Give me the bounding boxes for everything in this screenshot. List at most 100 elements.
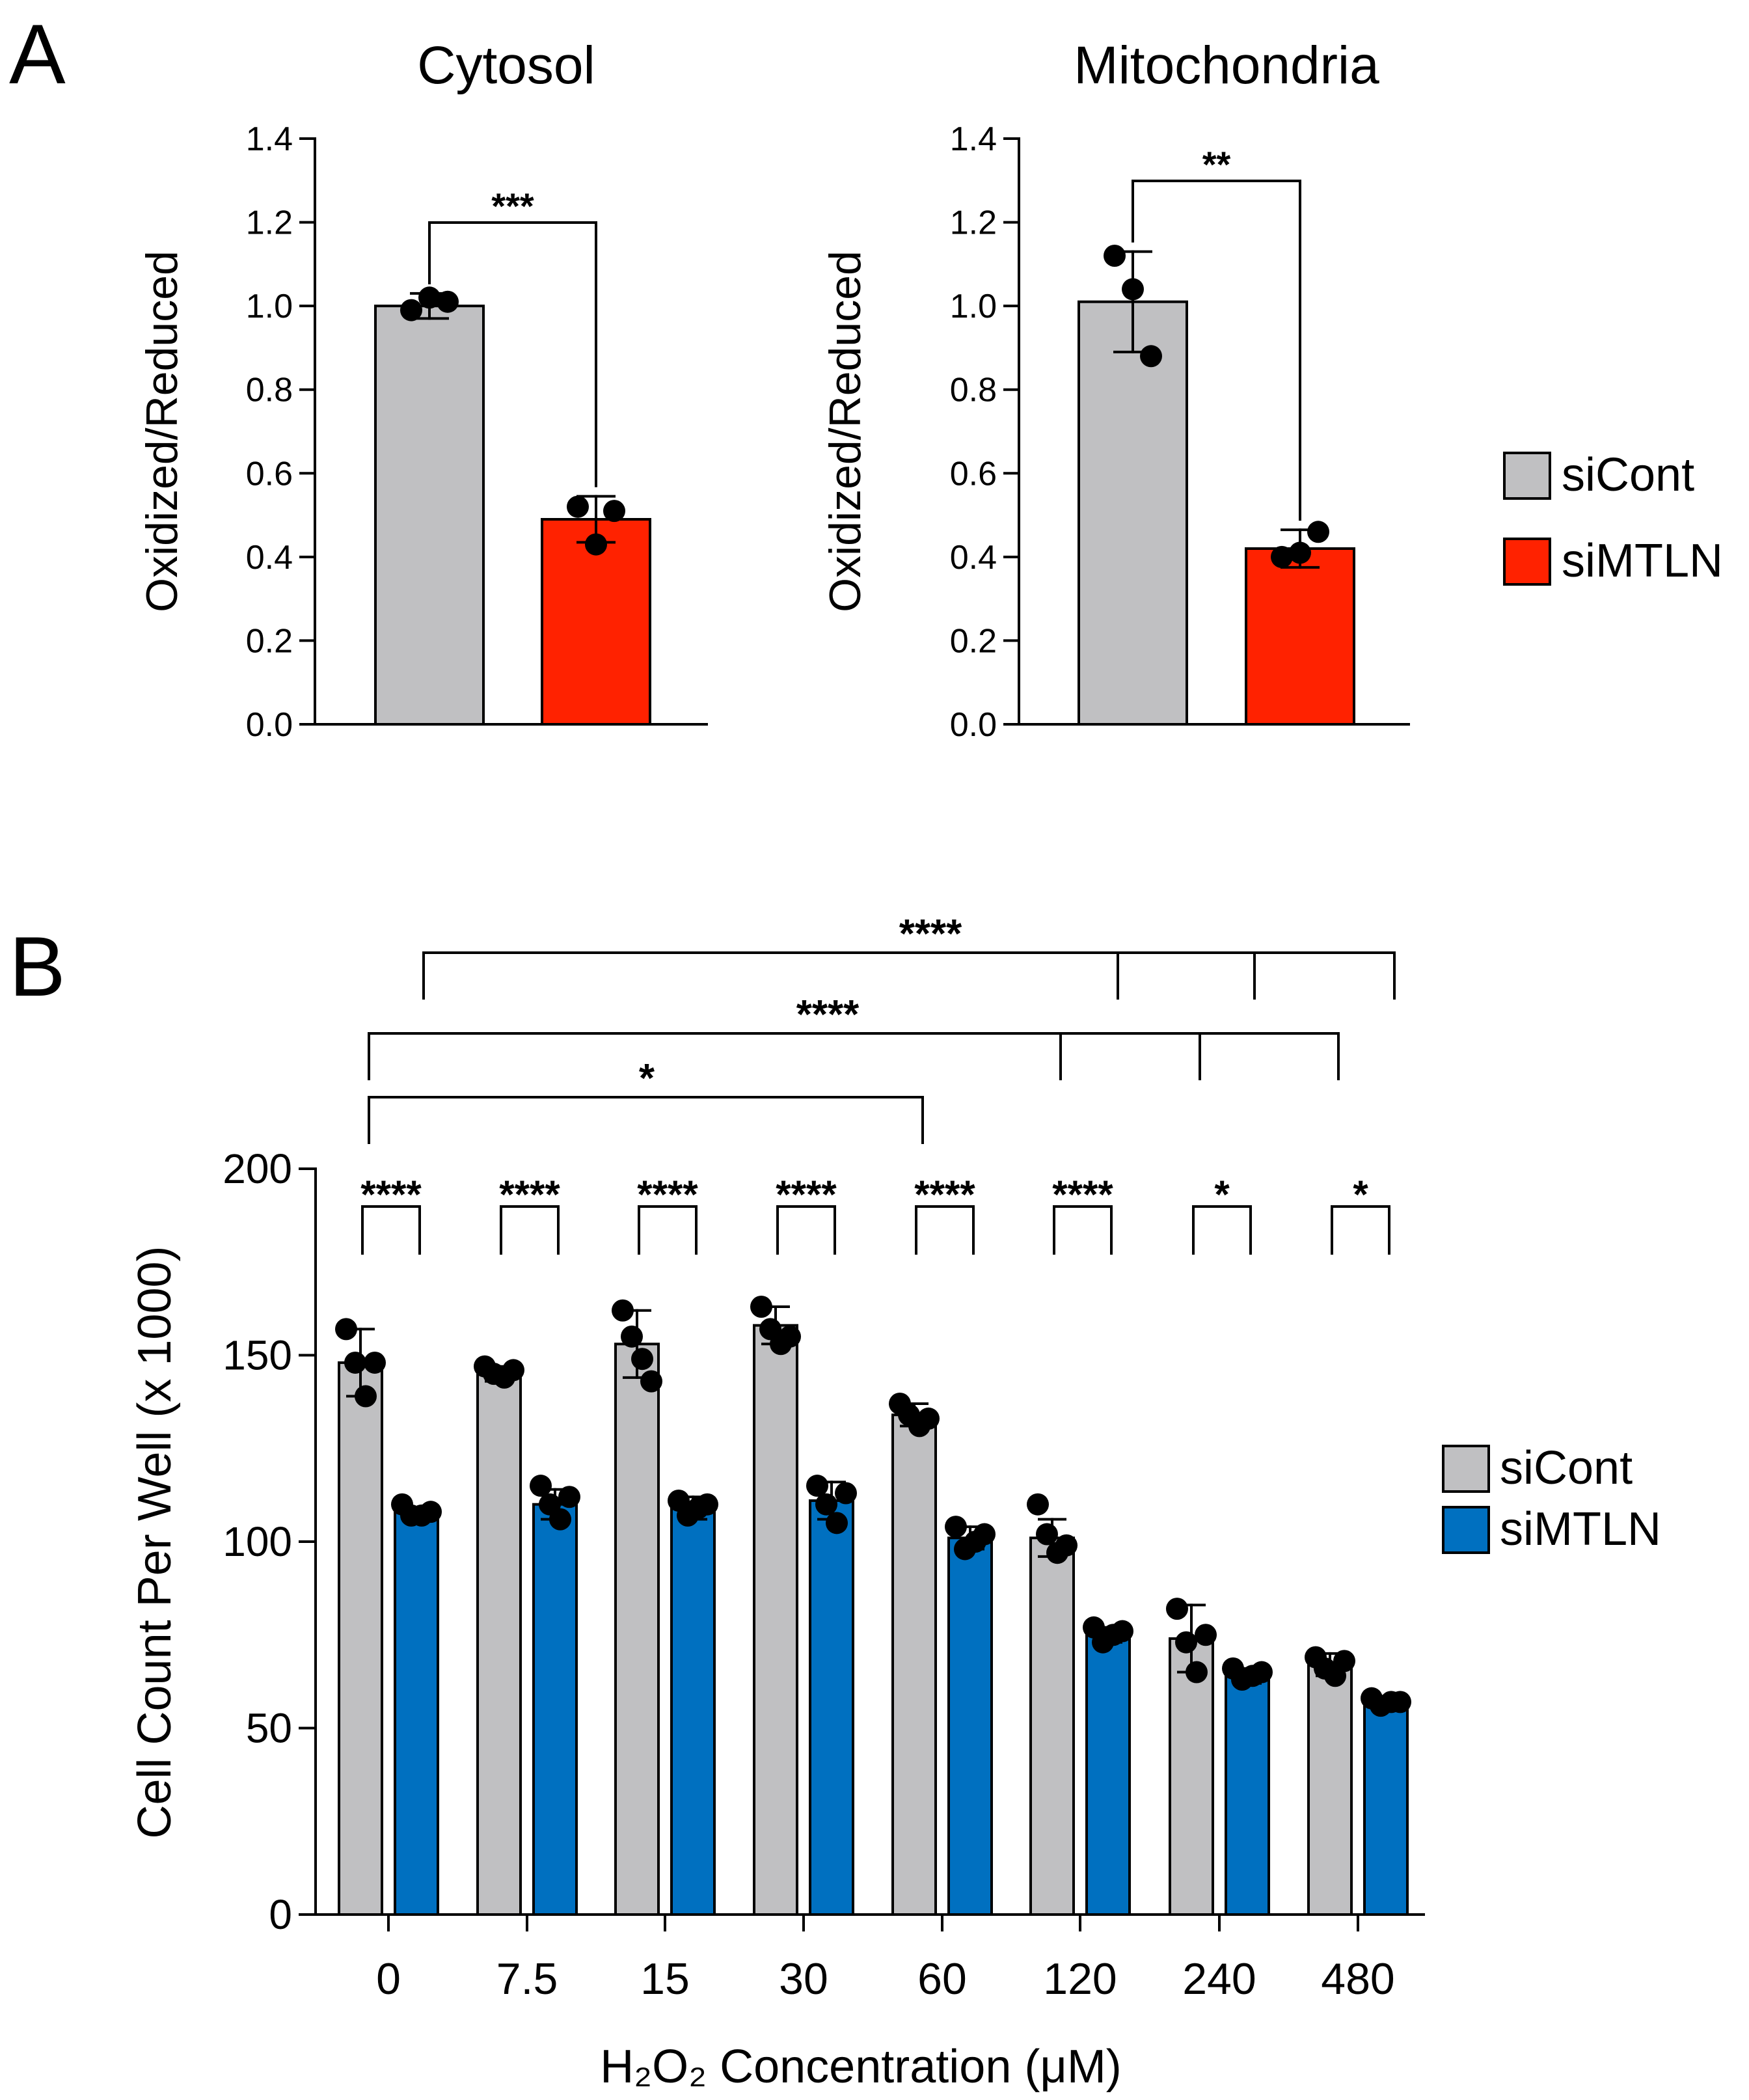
- pair-significance-bracket: [915, 1205, 975, 1255]
- y-tick-label: 150: [223, 1332, 292, 1379]
- y-tick-label: 0.4: [246, 539, 293, 577]
- data-point: [1307, 521, 1329, 543]
- data-point: [549, 1508, 571, 1531]
- x-tick-label: 480: [1321, 1954, 1394, 2004]
- data-point: [437, 290, 459, 313]
- pair-significance-bracket: [1331, 1205, 1390, 1255]
- data-point: [1027, 1493, 1049, 1516]
- y-tick-label: 0: [269, 1891, 292, 1938]
- data-point: [1104, 245, 1126, 267]
- bar-sicont: [476, 1372, 522, 1916]
- data-point: [750, 1296, 772, 1318]
- y-tick-label: 0.8: [246, 372, 293, 409]
- data-point: [612, 1299, 634, 1322]
- y-tick-label: 0.6: [246, 455, 293, 493]
- pair-significance-label: *: [1214, 1173, 1230, 1216]
- data-point: [530, 1475, 552, 1497]
- legend-swatch-simtln: [1442, 1506, 1490, 1554]
- y-tick-label: 0.0: [246, 706, 293, 744]
- data-point: [640, 1370, 662, 1393]
- bar-sicont: [1169, 1637, 1214, 1916]
- bar-sicont: [614, 1343, 660, 1916]
- pair-significance-label: *: [1353, 1173, 1368, 1216]
- data-point: [1289, 541, 1311, 564]
- significance-label: **: [1202, 144, 1231, 185]
- data-point: [558, 1486, 580, 1508]
- pair-significance-bracket: [500, 1205, 560, 1255]
- data-point: [603, 500, 625, 523]
- x-axis-label: H₂O₂ Concentration (μM): [600, 2041, 1122, 2093]
- pair-significance-label: ****: [637, 1173, 698, 1216]
- y-tick-label: 50: [246, 1705, 292, 1752]
- data-point: [1166, 1598, 1188, 1620]
- data-point: [1251, 1661, 1273, 1684]
- group-significance-label: ****: [796, 992, 860, 1037]
- data-point: [1186, 1661, 1208, 1684]
- significance-bracket: [1132, 180, 1301, 521]
- data-point: [945, 1516, 967, 1538]
- data-point: [779, 1325, 801, 1348]
- y-tick-label: 1.2: [950, 204, 997, 242]
- pair-significance-bracket: [776, 1205, 836, 1255]
- data-point: [567, 495, 589, 518]
- legend-swatch-simtln: [1503, 538, 1551, 586]
- legend-panel-b: siCont siMTLN: [1442, 1442, 1661, 1555]
- bar-sicont: [374, 305, 485, 726]
- y-axis-label: Oxidized/Reduced: [137, 251, 187, 612]
- data-point: [621, 1325, 643, 1348]
- bar-simtln: [947, 1536, 993, 1916]
- bar-simtln: [394, 1510, 439, 1916]
- legend-swatch-sicont: [1442, 1445, 1490, 1493]
- chart-title: Cytosol: [417, 36, 595, 95]
- x-tick-label: 7.5: [496, 1954, 558, 2004]
- bar-simtln: [1225, 1674, 1270, 1916]
- y-axis-label: Oxidized/Reduced: [820, 251, 870, 612]
- bar-sicont: [1078, 300, 1188, 726]
- legend-label: siCont: [1562, 449, 1694, 501]
- y-axis-label: Cell Count Per Well (x 1000): [129, 1246, 181, 1838]
- panel-b-label: B: [9, 919, 66, 1014]
- x-tick-label: 240: [1182, 1954, 1256, 2004]
- y-tick-label: 0.4: [950, 539, 997, 577]
- data-point: [1055, 1534, 1078, 1557]
- significance-label: ***: [491, 185, 534, 226]
- data-point: [418, 286, 441, 309]
- pair-significance-bracket: [361, 1205, 421, 1255]
- group-significance-label: ****: [899, 912, 962, 957]
- x-tick-label: 0: [376, 1954, 401, 2004]
- bar-simtln: [541, 518, 651, 726]
- data-point: [826, 1512, 848, 1534]
- data-point: [335, 1318, 357, 1341]
- legend-panel-a: siCont siMTLN: [1503, 449, 1723, 587]
- bar-sicont: [338, 1361, 383, 1916]
- bar-sicont: [891, 1413, 937, 1916]
- data-point: [1175, 1631, 1197, 1654]
- group-significance-label: *: [639, 1056, 655, 1101]
- data-point: [1195, 1624, 1217, 1646]
- y-tick-label: 0.8: [950, 372, 997, 409]
- pair-significance-bracket: [1053, 1205, 1113, 1255]
- pair-significance-label: ****: [1052, 1173, 1113, 1216]
- bar-sicont: [1029, 1536, 1075, 1916]
- significance-bracket: [428, 221, 597, 487]
- y-tick-label: 0.2: [950, 622, 997, 660]
- data-point: [1333, 1650, 1355, 1672]
- x-tick-label: 60: [917, 1954, 967, 2004]
- data-point: [1036, 1523, 1058, 1546]
- chart-cytosol: 0.0 0.2 0.4 0.6 0.8 1.0 1.2 1.4 Cytosol Oxidized/…: [137, 36, 708, 744]
- data-point: [835, 1482, 857, 1505]
- chart-mitochondria: 0.0 0.2 0.4 0.6 0.8 1.0 1.2 1.4 Mitochondria Oxid…: [820, 36, 1410, 744]
- data-point: [344, 1351, 366, 1374]
- y-tick-label: 100: [223, 1518, 292, 1565]
- y-tick-label: 200: [223, 1145, 292, 1192]
- y-tick-label: 0.6: [950, 455, 997, 493]
- data-point: [973, 1523, 996, 1546]
- y-tick-label: 1.2: [246, 204, 293, 242]
- y-tick-label: 1.0: [950, 288, 997, 325]
- pair-significance-label: ****: [776, 1173, 837, 1216]
- data-point: [917, 1407, 940, 1430]
- data-point: [400, 299, 422, 321]
- pair-significance-label: ****: [499, 1173, 560, 1216]
- bar-simtln: [670, 1507, 716, 1916]
